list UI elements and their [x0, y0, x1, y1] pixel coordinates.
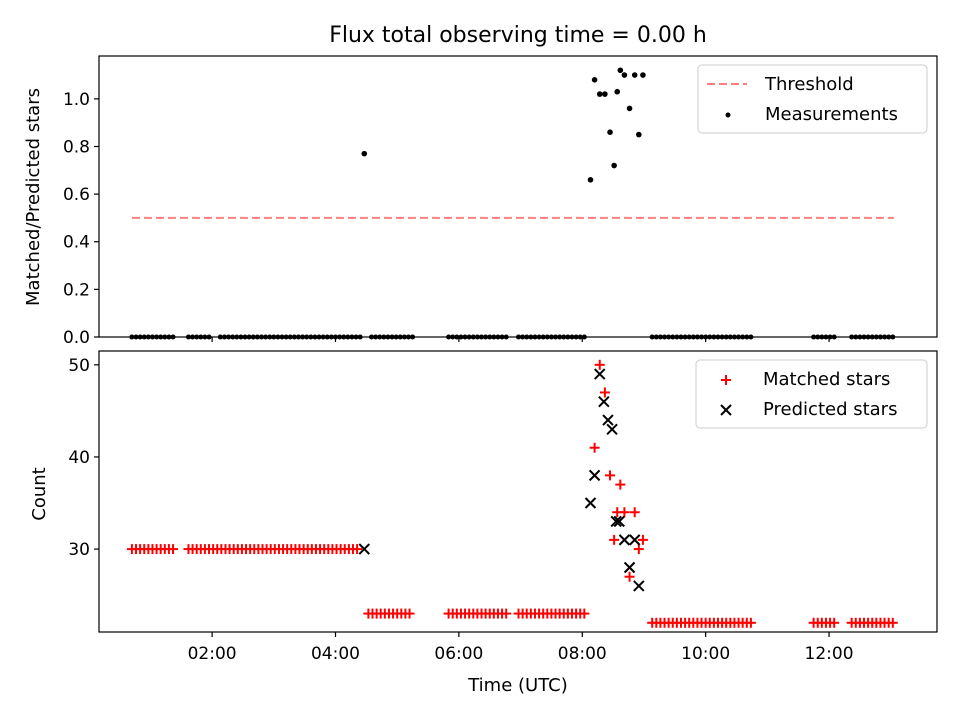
matched-star-point — [579, 608, 590, 619]
matched-star-point — [829, 617, 840, 628]
ratio-x-ticks — [211, 337, 830, 342]
predicted-star-point — [606, 423, 618, 436]
matched-star-point — [887, 617, 898, 628]
y-tick-label: 50 — [68, 356, 90, 376]
count-x-axis: 02:00 04:00 06:00 08:00 10:00 12:00 — [188, 632, 854, 664]
count-y-axis: 30 40 50 — [68, 356, 99, 560]
predicted-star-point — [618, 534, 631, 546]
x-tick-label: 06:00 — [434, 644, 483, 664]
legend-measurements-swatch — [725, 112, 731, 118]
legend-measurements-label: Measurements — [765, 104, 898, 125]
y-tick-label: 0.2 — [63, 280, 90, 300]
measurement-point — [611, 162, 617, 169]
predicted-star-point — [628, 534, 641, 546]
x-tick-label: 12:00 — [805, 644, 854, 664]
y-tick-label: 0.4 — [63, 233, 90, 253]
predicted-star-point — [584, 497, 597, 509]
x-tick-label: 10:00 — [681, 644, 730, 664]
y-tick-label: 0.6 — [63, 185, 90, 205]
matched-star-point — [605, 470, 616, 481]
legend-predicted-swatch — [720, 404, 732, 416]
count-axes-frame — [98, 350, 938, 633]
legend-threshold-label: Threshold — [764, 74, 854, 95]
predicted-star-point — [358, 543, 370, 555]
predicted-star-point — [610, 515, 622, 528]
measurement-point — [607, 129, 613, 136]
y-tick-label: 30 — [68, 540, 90, 560]
predicted-star-point — [623, 561, 636, 574]
count-x-axis-label: Time (UTC) — [467, 675, 568, 696]
matched-star-point — [619, 507, 630, 518]
measurement-point — [587, 177, 594, 183]
matched-star-point — [501, 608, 512, 619]
legend-matched-label: Matched stars — [763, 369, 890, 390]
count-panel: 30 40 50 02:00 04:00 06:00 08:00 10:00 12:00 Co… — [29, 350, 938, 696]
predicted-star-point — [633, 580, 645, 592]
matched-star-point — [624, 571, 635, 582]
measurement-point — [640, 72, 646, 78]
predicted-star-point — [598, 395, 610, 408]
matched-star-point — [599, 387, 610, 398]
ratio-legend: Threshold Measurements — [697, 64, 928, 134]
matched-star-point — [404, 608, 415, 619]
y-tick-label: 1.0 — [63, 90, 90, 110]
predicted-star-point — [613, 515, 625, 528]
count-y-axis-label: Count — [29, 467, 50, 520]
matched-star-point — [629, 507, 640, 518]
matched-star-point — [609, 534, 620, 545]
matched-star-point — [589, 442, 600, 453]
x-tick-label: 08:00 — [558, 644, 607, 664]
matched-star-point — [745, 617, 756, 628]
measurement-point — [591, 77, 598, 83]
ratio-y-axis: 0.0 0.2 0.4 0.6 0.8 1.0 — [63, 90, 99, 348]
matched-star-point — [352, 544, 363, 555]
measurement-point — [596, 91, 603, 97]
y-tick-label: 0.8 — [63, 137, 90, 157]
count-plot-area — [98, 350, 938, 633]
measurement-point — [636, 131, 642, 138]
measurement-point — [614, 88, 621, 95]
measurement-point — [621, 72, 628, 78]
matched-star-point — [615, 479, 626, 490]
y-tick-label: 40 — [68, 448, 90, 468]
legend-matched-swatch — [721, 375, 731, 385]
measurement-point — [602, 91, 608, 97]
predicted-star-point — [588, 469, 601, 482]
measurement-point — [361, 150, 368, 157]
matched-star-point — [594, 359, 605, 370]
matched-star-point — [637, 534, 648, 545]
count-legend: Matched stars Predicted stars — [695, 359, 928, 429]
legend-predicted-label: Predicted stars — [763, 399, 897, 420]
y-tick-label: 0.0 — [63, 328, 90, 348]
ratio-panel: 0.0 0.2 0.4 0.6 0.8 1.0 Matched/Predicted sta… — [23, 55, 938, 348]
predicted-star-point — [602, 414, 614, 426]
measurement-point — [626, 105, 633, 112]
measurement-point — [631, 72, 638, 78]
predicted-star-point — [594, 368, 606, 380]
chart-title: Flux total observing time = 0.00 h — [329, 23, 707, 48]
x-tick-label: 04:00 — [311, 644, 360, 664]
measurement-point — [617, 67, 624, 74]
x-tick-label: 02:00 — [188, 644, 237, 664]
matched-star-point — [633, 544, 644, 555]
matched-star-point — [168, 544, 179, 555]
ratio-axes-frame — [98, 55, 938, 338]
ratio-y-axis-label: Matched/Predicted stars — [23, 88, 44, 306]
ratio-plot-area — [98, 55, 938, 340]
